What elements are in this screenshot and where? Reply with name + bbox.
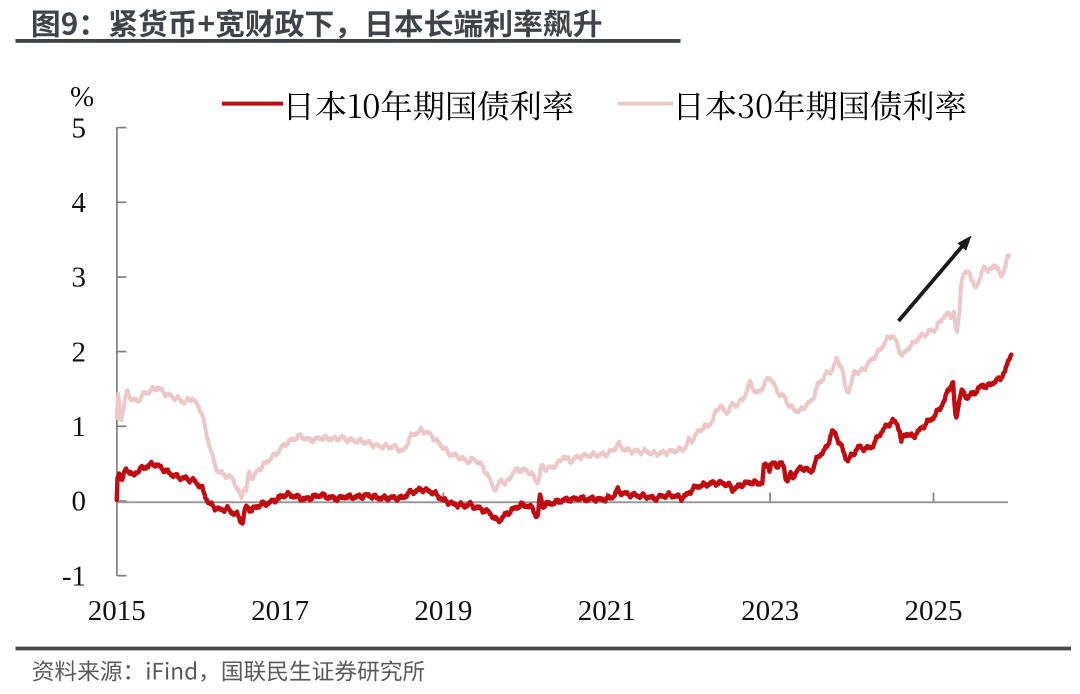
svg-text:4: 4 xyxy=(72,187,87,219)
svg-text:1: 1 xyxy=(72,411,87,443)
svg-text:%: % xyxy=(70,81,94,113)
svg-text:5: 5 xyxy=(72,112,87,144)
svg-text:2015: 2015 xyxy=(88,595,146,627)
svg-text:2017: 2017 xyxy=(251,595,309,627)
svg-text:0: 0 xyxy=(72,486,87,518)
svg-text:2: 2 xyxy=(72,336,87,368)
svg-text:2021: 2021 xyxy=(578,595,636,627)
svg-text:2019: 2019 xyxy=(414,595,472,627)
svg-text:3: 3 xyxy=(72,262,87,294)
svg-text:-1: -1 xyxy=(62,560,86,592)
svg-text:2023: 2023 xyxy=(741,595,799,627)
svg-text:2025: 2025 xyxy=(905,595,963,627)
